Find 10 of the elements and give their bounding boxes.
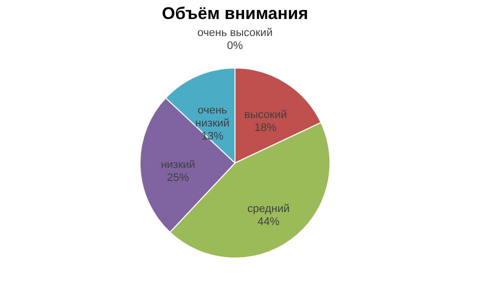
data-label: 25% — [167, 172, 190, 184]
category-label: очень высокий — [197, 27, 273, 39]
data-label: 44% — [257, 216, 280, 228]
slice-label: высокий — [244, 108, 287, 121]
slice-label: очень низкий — [195, 104, 230, 130]
text: 0% — [227, 40, 243, 52]
data-label: 18% — [254, 122, 277, 134]
slice-label: средний — [247, 203, 290, 216]
chart-title: Объём внимания — [162, 4, 308, 23]
slice-label: низкий — [160, 158, 196, 171]
